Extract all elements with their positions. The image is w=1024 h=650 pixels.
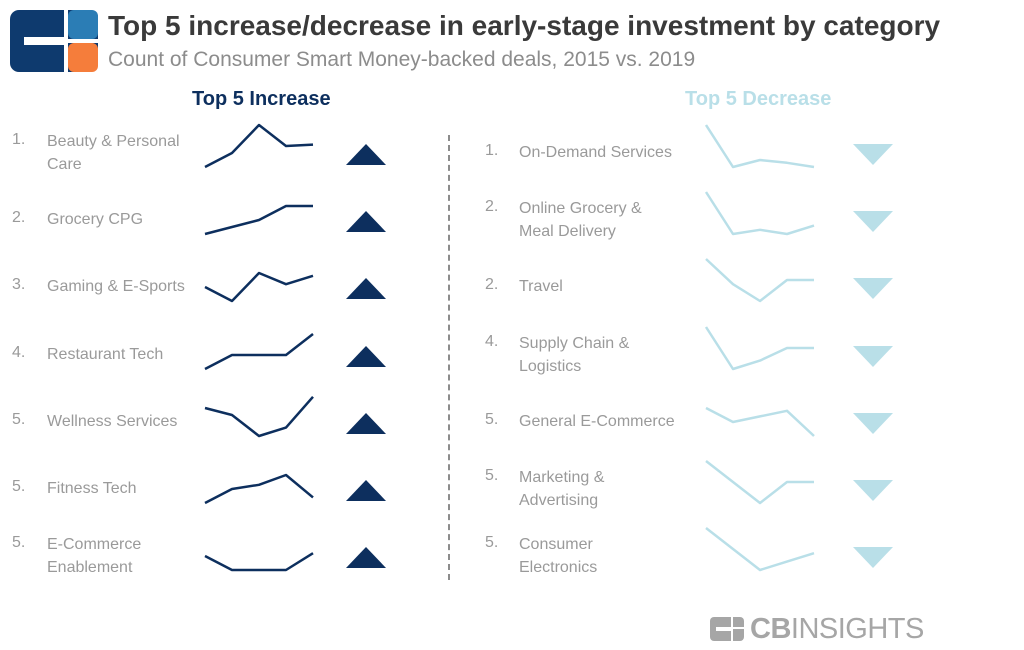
category-rank: 1. bbox=[12, 130, 26, 148]
column-divider bbox=[448, 135, 450, 580]
sparkline bbox=[204, 473, 314, 505]
category-rank: 1. bbox=[485, 142, 499, 159]
decrease-triangle-icon bbox=[853, 413, 893, 434]
sparkline bbox=[705, 406, 815, 437]
sparkline bbox=[204, 123, 314, 169]
category-label: Gaming & E-Sports bbox=[47, 278, 185, 295]
decrease-triangle-icon bbox=[853, 480, 893, 501]
category-label: Marketing & Advertising bbox=[519, 468, 605, 509]
category-rank: 3. bbox=[12, 276, 26, 293]
category-rank: 5. bbox=[12, 411, 26, 428]
category-label: Travel bbox=[519, 278, 563, 295]
decrease-triangle-icon bbox=[853, 144, 893, 165]
category-label: Grocery CPG bbox=[47, 211, 144, 228]
increase-column-heading: Top 5 Increase bbox=[192, 88, 331, 110]
category-rank: 2. bbox=[12, 209, 26, 226]
cbinsights-brand: CBINSIGHTS bbox=[710, 612, 924, 646]
category-label: General E-Commerce bbox=[519, 413, 675, 430]
category-label: Supply Chain & Logistics bbox=[519, 334, 630, 375]
category-rank: 5. bbox=[485, 533, 499, 551]
category-rank: 2. bbox=[485, 276, 499, 293]
decrease-triangle-icon bbox=[853, 278, 893, 299]
sparkline bbox=[704, 326, 814, 371]
category-label: E-Commerce Enablement bbox=[47, 535, 142, 576]
decrease-column-heading: Top 5 Decrease bbox=[685, 88, 832, 110]
decrease-triangle-icon bbox=[853, 211, 893, 232]
chart-subtitle: Count of Consumer Smart Money-backed dea… bbox=[108, 48, 696, 71]
decrease-triangle-icon bbox=[853, 346, 893, 367]
cbinsights-logo-icon bbox=[10, 10, 98, 72]
category-rank: 5. bbox=[485, 411, 499, 428]
increase-triangle-icon bbox=[346, 413, 386, 434]
increase-triangle-icon bbox=[346, 278, 386, 299]
category-label: Online Grocery & Meal Delivery bbox=[519, 199, 642, 240]
category-label: Wellness Services bbox=[47, 413, 178, 430]
category-label: On-Demand Services bbox=[519, 144, 672, 161]
category-label: Consumer Electronics bbox=[519, 535, 598, 576]
cbinsights-mark-icon bbox=[710, 617, 744, 641]
sparkline bbox=[204, 552, 314, 572]
sparkline bbox=[705, 258, 814, 303]
sparkline bbox=[704, 191, 815, 236]
chart-title: Top 5 increase/decrease in early-stage i… bbox=[108, 10, 941, 41]
sparkline bbox=[705, 460, 814, 505]
brand-wordmark: CBINSIGHTS bbox=[750, 612, 924, 645]
sparkline bbox=[705, 527, 815, 572]
sparkline bbox=[204, 204, 313, 236]
category-label: Fitness Tech bbox=[47, 480, 137, 497]
increase-triangle-icon bbox=[346, 211, 386, 232]
increase-triangle-icon bbox=[346, 547, 386, 568]
increase-triangle-icon bbox=[346, 346, 386, 367]
sparkline bbox=[704, 124, 815, 169]
increase-triangle-icon bbox=[346, 144, 386, 165]
category-rank: 5. bbox=[12, 478, 26, 495]
category-rank: 5. bbox=[485, 466, 499, 484]
increase-triangle-icon bbox=[346, 480, 386, 501]
category-rank: 5. bbox=[12, 533, 26, 551]
category-rank: 4. bbox=[12, 344, 26, 361]
sparkline bbox=[204, 395, 314, 438]
category-label: Restaurant Tech bbox=[47, 346, 164, 363]
sparkline bbox=[204, 333, 314, 371]
sparkline bbox=[204, 271, 314, 303]
category-rank: 4. bbox=[485, 332, 499, 350]
decrease-triangle-icon bbox=[853, 547, 893, 568]
category-label: Beauty & Personal Care bbox=[47, 132, 180, 173]
category-rank: 2. bbox=[485, 197, 499, 215]
